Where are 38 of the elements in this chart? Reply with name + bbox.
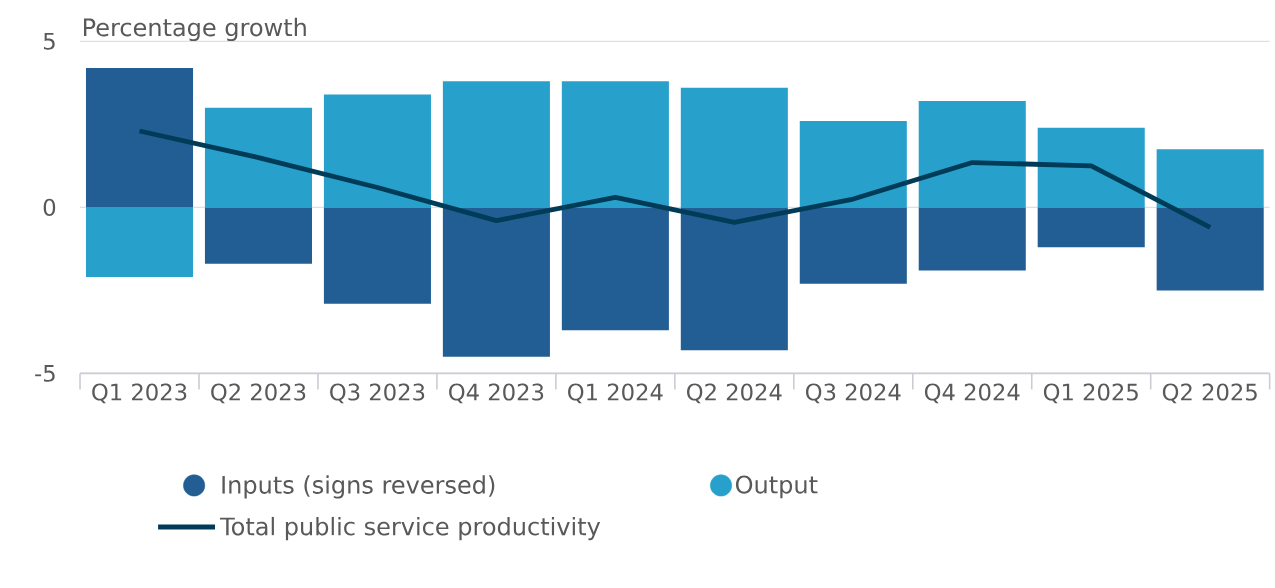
bar (799, 120, 907, 208)
bar (323, 94, 431, 208)
x-tick-label: Q2 2024 (687, 383, 782, 404)
x-tick-label: Q3 2024 (805, 383, 901, 404)
x-tick-label: Q3 2023 (330, 383, 425, 404)
x-tick-label: Q1 2025 (1043, 383, 1138, 404)
bar (85, 67, 194, 208)
x-tick-label: Q2 2025 (1162, 383, 1257, 404)
y-tick-label: 5 (43, 32, 55, 50)
y-tick-label: -5 (35, 364, 55, 382)
x-tick-label: Q4 2023 (449, 383, 544, 404)
bar (680, 207, 788, 351)
bar (442, 81, 550, 208)
y-axis-title: Percentage growth (83, 17, 306, 42)
legend-label: Inputs (signs reversed) (222, 475, 495, 499)
bar (1156, 149, 1264, 208)
bar (204, 207, 313, 264)
x-tick-label: Q1 2024 (568, 383, 663, 404)
bar (204, 107, 313, 208)
y-tick-label: 0 (43, 198, 56, 216)
legend-label: Output (735, 475, 818, 499)
bar (680, 87, 788, 208)
bar (561, 81, 669, 208)
bar (442, 207, 550, 357)
line-series (137, 128, 1213, 230)
x-tick-label: Q4 2024 (924, 383, 1020, 404)
bar (918, 101, 1026, 208)
bar (918, 207, 1026, 271)
bar (323, 207, 431, 304)
bar (1156, 207, 1264, 291)
x-tick-label: Q2 2023 (211, 383, 306, 404)
legend-label: Total public service productivity (220, 516, 601, 541)
bar (1037, 207, 1145, 248)
bar (561, 207, 669, 331)
bar (799, 207, 907, 284)
bar (1037, 127, 1145, 208)
x-tick-label: Q1 2023 (92, 383, 187, 404)
bar (85, 207, 194, 278)
